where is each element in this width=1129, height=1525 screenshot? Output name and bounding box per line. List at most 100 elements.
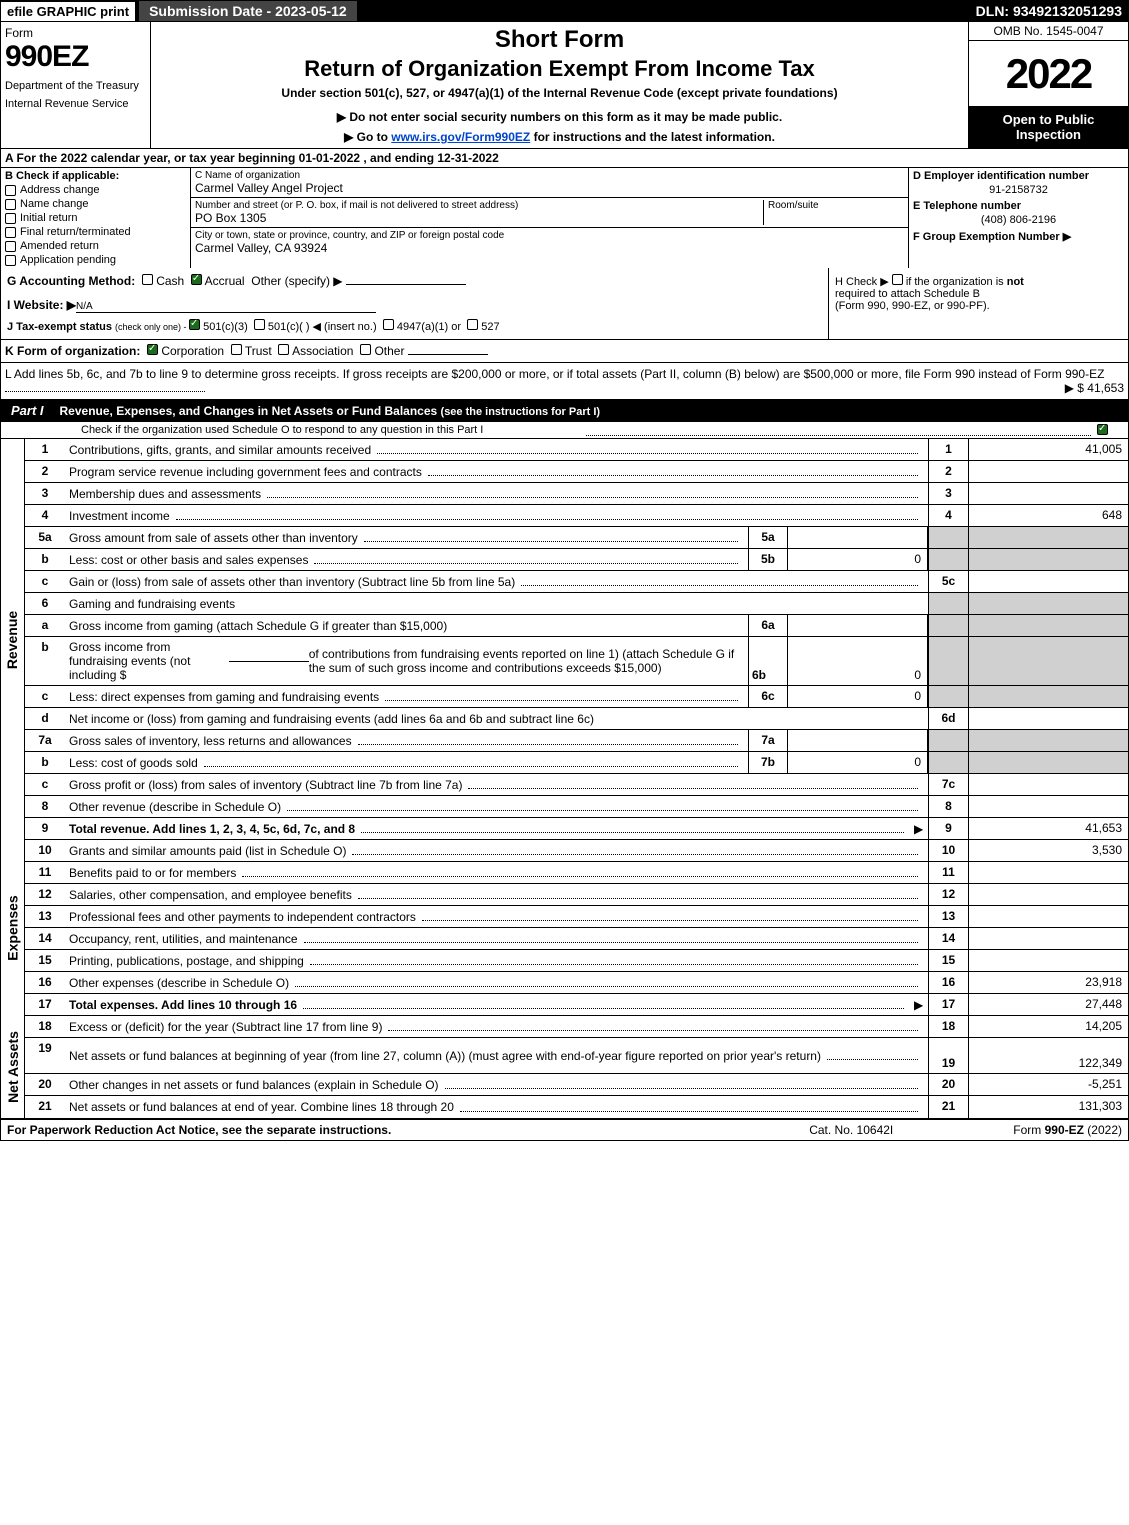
line-13: 13Professional fees and other payments t… <box>25 906 1128 928</box>
line-6b: bGross income from fundraising events (n… <box>25 637 1128 686</box>
under-section: Under section 501(c), 527, or 4947(a)(1)… <box>161 86 958 100</box>
line-1: 1Contributions, gifts, grants, and simil… <box>25 439 1128 461</box>
goto-link[interactable]: www.irs.gov/Form990EZ <box>391 130 530 144</box>
row-l: L Add lines 5b, 6c, and 7b to line 9 to … <box>0 363 1129 400</box>
line-5c: cGain or (loss) from sale of assets othe… <box>25 571 1128 593</box>
line-7a: 7aGross sales of inventory, less returns… <box>25 730 1128 752</box>
row-ghij: G Accounting Method: Cash Accrual Other … <box>0 268 1129 340</box>
row-k: K Form of organization: Corporation Trus… <box>0 340 1129 363</box>
checkbox-icon <box>5 255 16 266</box>
tel-label: E Telephone number <box>913 200 1021 212</box>
checkbox-checked-icon[interactable] <box>1097 424 1108 435</box>
line-g: G Accounting Method: Cash Accrual Other … <box>7 274 822 288</box>
dln: DLN: 93492132051293 <box>976 3 1128 19</box>
line-h: H Check ▶ if the organization is not req… <box>828 268 1128 339</box>
top-bar: efile GRAPHIC print Submission Date - 20… <box>0 0 1129 22</box>
group-exempt-box: F Group Exemption Number ▶ <box>909 228 1128 245</box>
website-val: N/A <box>76 301 376 313</box>
header-right: OMB No. 1545-0047 2022 Open to Public In… <box>968 22 1128 148</box>
short-form-title: Short Form <box>161 26 958 54</box>
chk-name-change[interactable]: Name change <box>5 198 186 210</box>
chk-initial-return[interactable]: Initial return <box>5 212 186 224</box>
chk-app-pending[interactable]: Application pending <box>5 254 186 266</box>
dept-treasury: Department of the Treasury <box>5 80 146 92</box>
checkbox-icon <box>5 185 16 196</box>
footer-left: For Paperwork Reduction Act Notice, see … <box>7 1123 809 1137</box>
line-14: 14Occupancy, rent, utilities, and mainte… <box>25 928 1128 950</box>
col-c: C Name of organization Carmel Valley Ang… <box>191 168 908 268</box>
city-box: City or town, state or province, country… <box>191 228 908 257</box>
line-3: 3Membership dues and assessments3 <box>25 483 1128 505</box>
goto-line: ▶ Go to www.irs.gov/Form990EZ for instru… <box>161 130 958 144</box>
header-center: Short Form Return of Organization Exempt… <box>151 22 968 148</box>
line-18: 18Excess or (deficit) for the year (Subt… <box>25 1016 1128 1038</box>
footer-cat: Cat. No. 10642I <box>809 1123 893 1137</box>
omb-number: OMB No. 1545-0047 <box>969 22 1128 41</box>
line-6a: aGross income from gaming (attach Schedu… <box>25 615 1128 637</box>
part1-label: Part I <box>1 400 54 421</box>
part1-check-row: Check if the organization used Schedule … <box>0 422 1129 439</box>
line-17: 17Total expenses. Add lines 10 through 1… <box>25 994 1128 1016</box>
other-org-input[interactable] <box>408 354 488 355</box>
tax-year: 2022 <box>969 41 1128 106</box>
line-i: I Website: ▶N/A <box>7 298 822 313</box>
checkbox-checked-icon[interactable] <box>191 274 202 285</box>
line-7c: cGross profit or (loss) from sales of in… <box>25 774 1128 796</box>
street-box: Number and street (or P. O. box, if mail… <box>191 198 908 228</box>
revenue-grid: Revenue 1Contributions, gifts, grants, a… <box>0 439 1129 840</box>
city-label: City or town, state or province, country… <box>195 230 904 241</box>
other-method-input[interactable] <box>346 284 466 285</box>
chk-final-return[interactable]: Final return/terminated <box>5 226 186 238</box>
form-number: 990EZ <box>5 40 146 74</box>
bcd-row: B Check if applicable: Address change Na… <box>0 168 1129 268</box>
line-20: 20Other changes in net assets or fund ba… <box>25 1074 1128 1096</box>
checkbox-icon <box>5 227 16 238</box>
expenses-grid: Expenses 10Grants and similar amounts pa… <box>0 840 1129 1016</box>
line-16: 16Other expenses (describe in Schedule O… <box>25 972 1128 994</box>
open-inspection: Open to Public Inspection <box>969 106 1128 148</box>
line-12: 12Salaries, other compensation, and empl… <box>25 884 1128 906</box>
chk-address-change[interactable]: Address change <box>5 184 186 196</box>
line-8: 8Other revenue (describe in Schedule O)8 <box>25 796 1128 818</box>
group-label: F Group Exemption Number ▶ <box>913 231 1071 243</box>
side-net-assets: Net Assets <box>1 1016 25 1118</box>
chk-amended[interactable]: Amended return <box>5 240 186 252</box>
gross-receipts: ▶ $ 41,653 <box>1065 381 1124 395</box>
line-5a: 5aGross amount from sale of assets other… <box>25 527 1128 549</box>
checkbox-icon[interactable] <box>254 319 265 330</box>
efile-label: efile GRAPHIC print <box>1 2 135 21</box>
goto-post: for instructions and the latest informat… <box>530 130 775 144</box>
line-6c: cLess: direct expenses from gaming and f… <box>25 686 1128 708</box>
line-2: 2Program service revenue including gover… <box>25 461 1128 483</box>
name-label: C Name of organization <box>195 170 904 181</box>
checkbox-checked-icon[interactable] <box>189 319 200 330</box>
section-a: A For the 2022 calendar year, or tax yea… <box>0 149 1129 168</box>
checkbox-icon[interactable] <box>467 319 478 330</box>
return-title: Return of Organization Exempt From Incom… <box>161 56 958 82</box>
line-9: 9Total revenue. Add lines 1, 2, 3, 4, 5c… <box>25 818 1128 840</box>
ssn-note: ▶ Do not enter social security numbers o… <box>161 110 958 124</box>
line-19: 19Net assets or fund balances at beginni… <box>25 1038 1128 1074</box>
checkbox-checked-icon[interactable] <box>147 344 158 355</box>
checkbox-icon[interactable] <box>383 319 394 330</box>
line-6: 6Gaming and fundraising events <box>25 593 1128 615</box>
form-header: Form 990EZ Department of the Treasury In… <box>0 22 1129 149</box>
street-val: PO Box 1305 <box>195 211 759 225</box>
line-15: 15Printing, publications, postage, and s… <box>25 950 1128 972</box>
checkbox-icon[interactable] <box>231 344 242 355</box>
ein-label: D Employer identification number <box>913 170 1089 182</box>
street-label: Number and street (or P. O. box, if mail… <box>195 200 759 211</box>
checkbox-icon[interactable] <box>142 274 153 285</box>
room-label: Room/suite <box>768 200 904 211</box>
side-expenses: Expenses <box>1 840 25 1016</box>
line-21: 21Net assets or fund balances at end of … <box>25 1096 1128 1118</box>
submission-date: Submission Date - 2023-05-12 <box>139 1 357 21</box>
checkbox-icon[interactable] <box>360 344 371 355</box>
side-revenue: Revenue <box>1 439 25 840</box>
line-7b: bLess: cost of goods sold7b0 <box>25 752 1128 774</box>
line-11: 11Benefits paid to or for members11 <box>25 862 1128 884</box>
tel-val: (408) 806-2196 <box>913 214 1124 226</box>
checkbox-icon[interactable] <box>278 344 289 355</box>
checkbox-icon[interactable] <box>892 274 903 285</box>
checkbox-icon <box>5 241 16 252</box>
